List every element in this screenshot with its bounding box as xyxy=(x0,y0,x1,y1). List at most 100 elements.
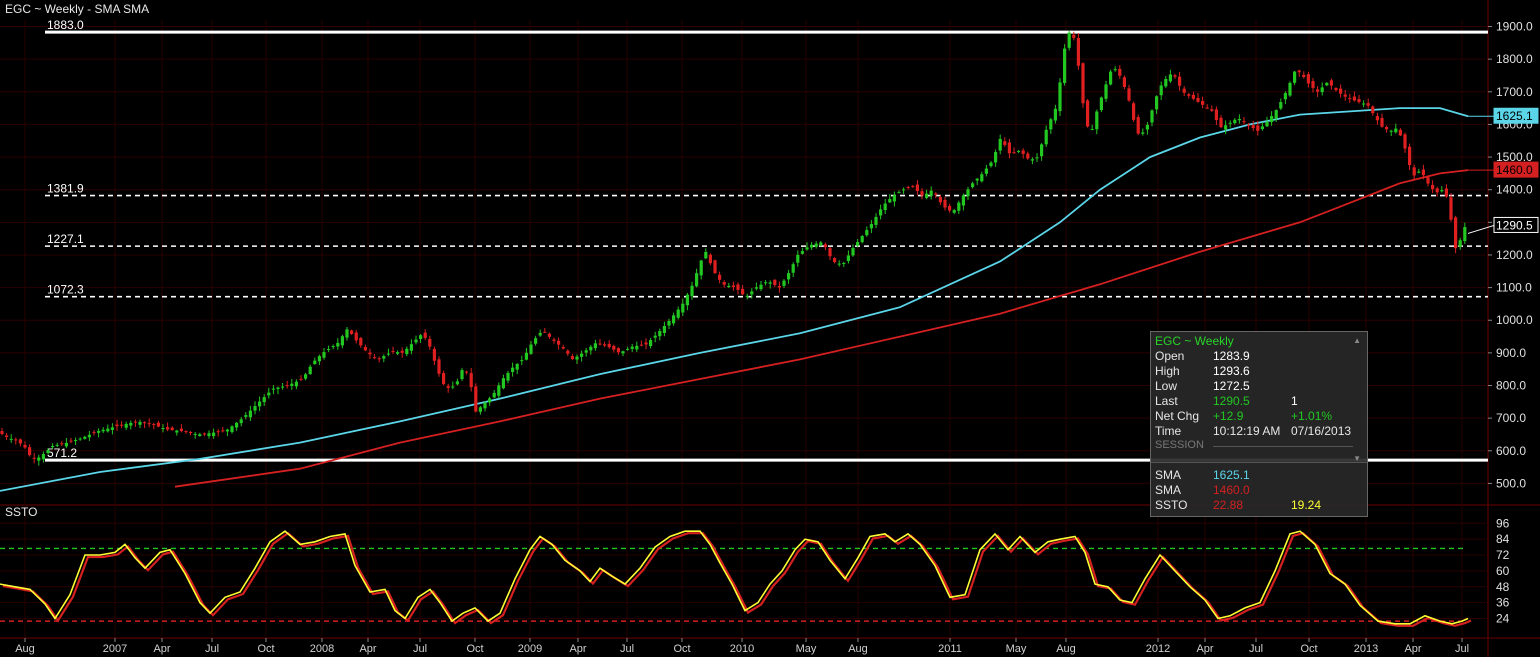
candle-body xyxy=(161,428,165,430)
candle-body xyxy=(446,386,450,388)
candle-body xyxy=(1417,171,1421,173)
candle-body xyxy=(166,427,170,430)
x-tick-label: Jul xyxy=(205,643,219,655)
candle-body xyxy=(1316,89,1320,92)
info-key: Net Chg xyxy=(1155,409,1200,423)
candle-body xyxy=(152,424,156,426)
candle-body xyxy=(1279,102,1283,109)
candle-body xyxy=(1219,117,1223,128)
info-row: Open 1283.9 xyxy=(1151,349,1367,364)
candle-body xyxy=(828,248,832,257)
candle-body xyxy=(230,426,234,433)
x-tick-label: Oct xyxy=(257,643,274,655)
session-divider xyxy=(1213,446,1353,447)
info-key: SMA xyxy=(1155,483,1182,497)
candle-body xyxy=(184,431,188,433)
candle-body xyxy=(377,358,381,360)
chart-title: EGC ~ Weekly - SMA SMA xyxy=(5,2,150,16)
info-value-secondary: 1 xyxy=(1291,394,1298,408)
candle-body xyxy=(419,335,423,340)
info-panel[interactable]: EGC ~ Weekly ▲ SESSION ▼ Open 1283.9 High 1… xyxy=(1150,331,1368,517)
candle-body xyxy=(37,457,41,461)
candle-body xyxy=(1398,129,1402,136)
candle-body xyxy=(727,285,731,288)
x-tick-label: 2008 xyxy=(310,643,334,655)
candle-body xyxy=(239,419,243,424)
candle-body xyxy=(1067,32,1071,48)
candle-body xyxy=(262,397,266,403)
x-tick-label: Apr xyxy=(1196,643,1213,655)
candle-body xyxy=(304,374,308,379)
candle-body xyxy=(759,284,763,290)
candle-body xyxy=(14,439,18,441)
y-tick-label: 1800.0 xyxy=(1496,52,1533,66)
candle-body xyxy=(129,422,133,426)
level-label: 1072.3 xyxy=(47,283,84,297)
info-key: SSTO xyxy=(1155,498,1188,512)
candle-body xyxy=(966,189,970,197)
collapse-down-icon[interactable]: ▼ xyxy=(1353,454,1361,463)
candle-body xyxy=(902,189,906,191)
candle-body xyxy=(865,230,869,236)
x-tick-label: 2009 xyxy=(518,643,542,655)
candle-body xyxy=(943,199,947,208)
candle-body xyxy=(143,422,147,424)
candle-body xyxy=(1352,96,1356,101)
candle-body xyxy=(561,347,565,349)
candle-body xyxy=(336,342,340,347)
candle-body xyxy=(938,196,942,203)
candle-body xyxy=(1159,85,1163,96)
candle-body xyxy=(1237,119,1241,121)
candle-body xyxy=(1214,109,1218,121)
candle-body xyxy=(1058,82,1062,112)
candle-body xyxy=(575,356,579,360)
candle-body xyxy=(888,199,892,203)
candle-body xyxy=(189,431,193,433)
candle-body xyxy=(55,444,59,446)
study-row: SSTO 22.88 19.24 xyxy=(1151,498,1367,513)
candle-body xyxy=(603,344,607,346)
candle-body xyxy=(856,242,860,246)
collapse-up-icon[interactable]: ▲ xyxy=(1353,336,1361,345)
y-tick-label: 1900.0 xyxy=(1496,20,1533,34)
candle-body xyxy=(124,423,128,428)
candle-body xyxy=(948,205,952,211)
candle-body xyxy=(879,209,883,216)
candle-body xyxy=(1454,217,1458,249)
candle-body xyxy=(506,372,510,381)
candle-body xyxy=(920,191,924,196)
candle-body xyxy=(557,340,561,345)
y-tick-label: 1100.0 xyxy=(1496,281,1532,295)
candle-body xyxy=(1389,130,1393,132)
info-row: Net Chg +12.9 +1.01% xyxy=(1151,409,1367,424)
candle-body xyxy=(340,336,344,346)
candle-body xyxy=(524,352,528,360)
candle-body xyxy=(1164,78,1168,87)
candle-body xyxy=(538,332,542,336)
info-value: 1272.5 xyxy=(1213,379,1250,393)
candle-body xyxy=(488,398,492,403)
candle-body xyxy=(1224,125,1228,130)
candle-body xyxy=(1205,107,1209,109)
candle-body xyxy=(1242,121,1246,123)
candle-body xyxy=(368,352,372,355)
candle-body xyxy=(271,388,275,390)
candle-body xyxy=(529,344,533,354)
candle-body xyxy=(745,295,749,297)
candle-body xyxy=(1458,240,1462,247)
candle-body xyxy=(515,363,519,370)
candle-body xyxy=(175,430,179,433)
candle-body xyxy=(1463,227,1467,242)
info-key: Last xyxy=(1155,394,1178,408)
candle-body xyxy=(906,186,910,188)
candle-body xyxy=(1320,87,1324,93)
candle-body xyxy=(483,402,487,409)
x-tick-label: Jul xyxy=(1455,643,1469,655)
candle-body xyxy=(1348,98,1352,100)
candle-body xyxy=(253,406,257,411)
candle-body xyxy=(267,392,271,396)
y-tick-label: 1500.0 xyxy=(1496,150,1533,164)
candle-body xyxy=(1426,177,1430,184)
candle-body xyxy=(961,195,965,206)
study-row: SMA 1460.0 xyxy=(1151,483,1367,498)
